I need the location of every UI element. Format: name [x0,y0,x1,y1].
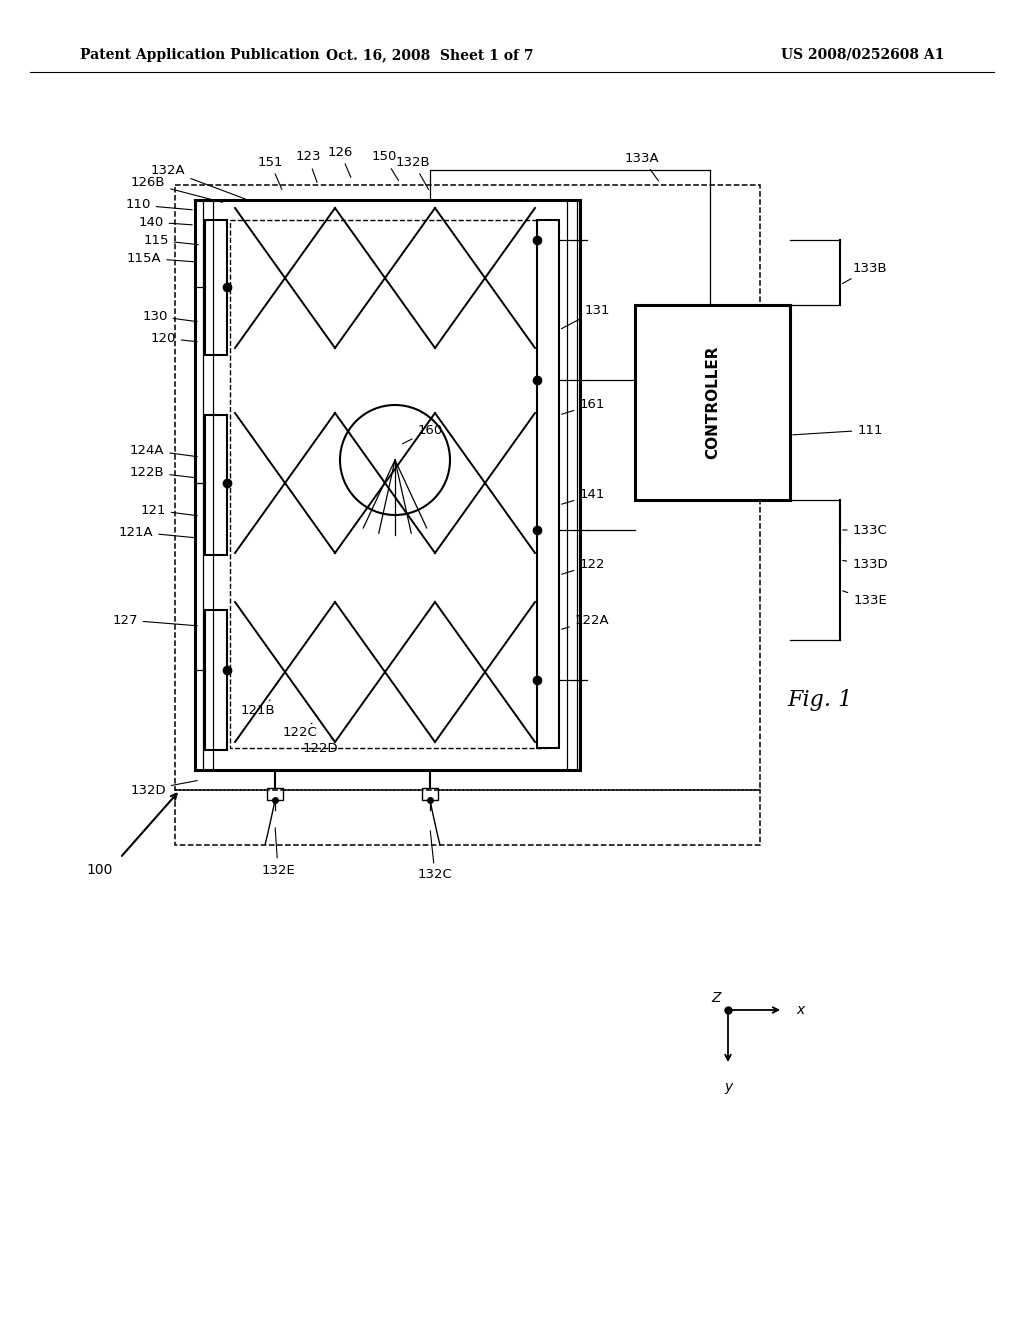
Text: 161: 161 [561,399,605,414]
Text: 131: 131 [561,304,609,329]
Text: 110: 110 [125,198,193,211]
Text: 120: 120 [151,331,198,345]
Text: 122A: 122A [561,614,609,630]
Text: 111: 111 [793,424,883,437]
Text: 126: 126 [328,145,352,177]
Bar [635,305,790,500]
Bar [205,610,227,750]
Text: 133A: 133A [625,152,659,181]
Text: 115A: 115A [127,252,195,264]
Text: 133C: 133C [843,524,888,536]
Text: 160: 160 [402,424,442,444]
Text: 121: 121 [140,503,198,516]
Text: Z: Z [712,991,721,1005]
Text: 115: 115 [143,234,199,247]
Bar [195,201,580,770]
Bar [175,185,760,789]
Text: 127: 127 [113,614,198,627]
Bar [267,788,283,800]
Text: Oct. 16, 2008  Sheet 1 of 7: Oct. 16, 2008 Sheet 1 of 7 [327,48,534,62]
Bar [422,788,438,800]
Text: 121B: 121B [241,700,275,717]
Text: 126B: 126B [131,177,222,202]
Text: 124A: 124A [130,444,198,457]
Text: 130: 130 [142,309,198,322]
Text: 132D: 132D [130,780,198,796]
Text: 132A: 132A [151,164,246,199]
Text: 151: 151 [257,156,283,190]
Bar [205,220,227,355]
Text: 133D: 133D [843,558,888,572]
Text: 122D: 122D [302,738,338,755]
Text: 122B: 122B [130,466,196,479]
Text: 141: 141 [561,488,605,504]
Bar [205,414,227,554]
Text: 123: 123 [295,150,321,182]
Text: 100: 100 [87,863,114,876]
Text: US 2008/0252608 A1: US 2008/0252608 A1 [780,48,944,62]
Text: Patent Application Publication: Patent Application Publication [80,48,319,62]
Bar [230,220,545,748]
Text: 132C: 132C [418,830,453,882]
Text: 133E: 133E [843,591,887,606]
Bar [537,220,559,748]
Text: 150: 150 [372,150,398,181]
Text: Fig. 1: Fig. 1 [787,689,853,711]
Text: 132E: 132E [261,828,295,876]
Text: 121A: 121A [119,525,196,539]
Bar [175,789,760,845]
Text: 122: 122 [561,558,605,574]
Text: y: y [724,1080,732,1094]
Text: x: x [796,1003,804,1016]
Text: 140: 140 [138,215,193,228]
Text: 122C: 122C [283,723,317,739]
Text: CONTROLLER: CONTROLLER [705,346,720,459]
Text: 133B: 133B [843,261,888,284]
Text: 132B: 132B [395,156,430,190]
